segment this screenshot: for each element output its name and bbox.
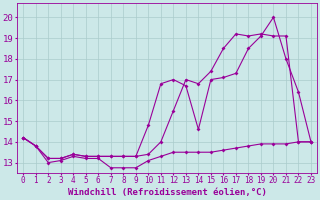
X-axis label: Windchill (Refroidissement éolien,°C): Windchill (Refroidissement éolien,°C) (68, 188, 267, 197)
